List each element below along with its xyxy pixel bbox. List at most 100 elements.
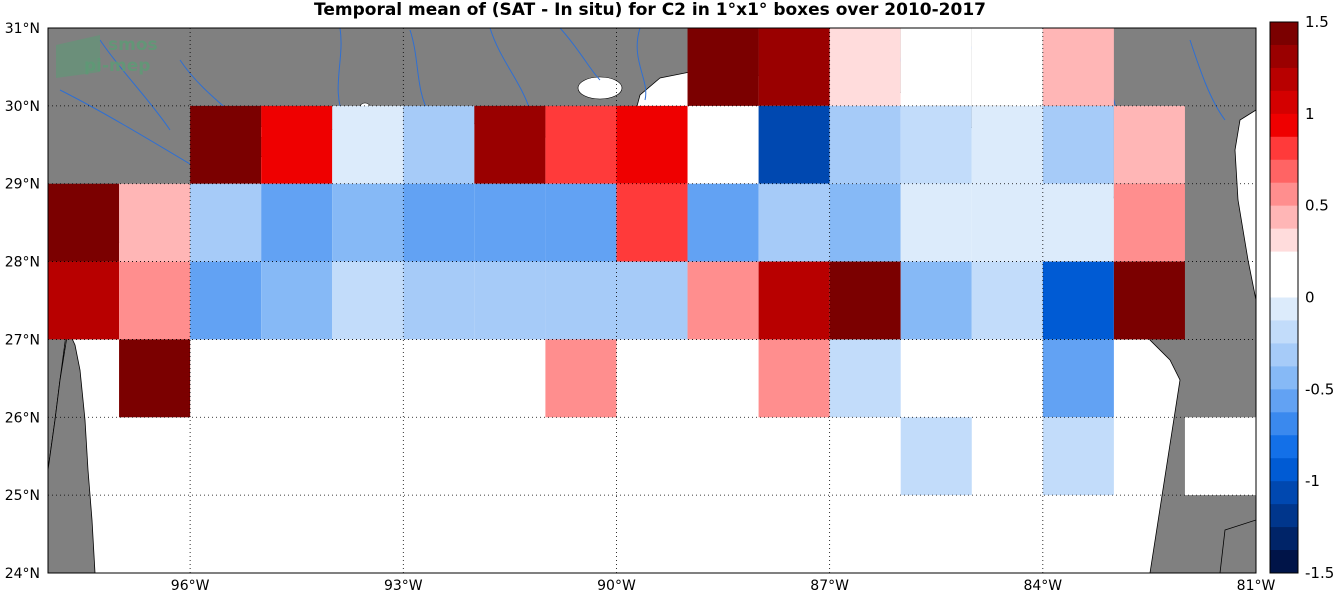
colorbar-segment <box>1270 136 1298 161</box>
colorbar-tick-label: -0.5 <box>1305 380 1334 398</box>
grid-cell <box>403 339 475 418</box>
colorbar <box>1270 22 1298 574</box>
graticule <box>48 28 1256 573</box>
grid-cell <box>332 105 404 184</box>
colorbar-segment <box>1270 182 1298 207</box>
grid-cell <box>971 261 1043 340</box>
lat-tick-label: 26°N <box>5 410 40 426</box>
colorbar-segment <box>1270 67 1298 92</box>
grid-cell <box>1113 105 1185 184</box>
colorbar-segment <box>1270 297 1298 321</box>
grid-cell <box>687 28 759 106</box>
grid-cell <box>332 261 404 340</box>
colorbar-segment <box>1270 412 1298 436</box>
grid-cell <box>971 183 1043 262</box>
lon-tick-label: 93°W <box>384 578 423 593</box>
grid-cell <box>545 183 617 262</box>
colorbar-segment <box>1270 274 1298 298</box>
grid-cell <box>332 183 404 262</box>
lon-tick-label: 96°W <box>171 578 210 593</box>
lon-tick-label: 90°W <box>597 578 636 593</box>
colorbar-segment <box>1270 527 1298 551</box>
grid-cell <box>1042 261 1114 340</box>
grid-cell <box>545 339 617 418</box>
colorbar-segment <box>1270 481 1298 505</box>
grid-cell <box>900 261 972 340</box>
lat-tick-label: 29°N <box>5 177 40 193</box>
colorbar-tick-label: 1.5 <box>1305 13 1329 31</box>
grid-cell <box>758 183 830 262</box>
grid-cell <box>1113 183 1185 262</box>
grid-cell <box>758 105 830 184</box>
grid-cell <box>829 339 901 418</box>
colorbar-segment <box>1270 458 1298 482</box>
grid-cell <box>758 261 830 340</box>
lat-tick-label: 28°N <box>5 255 40 271</box>
grid-cell <box>1042 105 1114 184</box>
grid-cell <box>48 183 120 262</box>
grid-cell <box>403 183 475 262</box>
latitude-tick-labels: 24°N 25°N 26°N 27°N 28°N 29°N 30°N 31°N <box>5 21 40 582</box>
grid-cell <box>261 105 333 184</box>
map-title: Temporal mean of (SAT - In situ) for C2 … <box>314 0 986 20</box>
grid-cell <box>48 261 120 340</box>
colorbar-segment <box>1270 205 1298 230</box>
colorbar-tick-label: -1 <box>1305 472 1320 490</box>
colorbar-tick-label: 0 <box>1305 289 1315 307</box>
grid-cell <box>119 261 191 340</box>
colorbar-segment <box>1270 343 1298 367</box>
colorbar-segment <box>1270 22 1298 46</box>
grid-cell <box>829 105 901 184</box>
grid-cell <box>1042 28 1114 106</box>
grid-cell <box>900 417 972 496</box>
grid-cell <box>687 183 759 262</box>
grid-cell <box>190 105 262 184</box>
grid-cell <box>687 261 759 340</box>
colorbar-frame <box>1269 21 1299 574</box>
grid-cell <box>1185 0 1256 28</box>
logo-line-2: pi-mep <box>84 56 150 76</box>
grid-cell <box>545 105 617 184</box>
grid-cell <box>1184 417 1256 496</box>
grid-cell <box>474 183 546 262</box>
lon-tick-label: 81°W <box>1237 578 1276 593</box>
grid-cell <box>758 339 830 418</box>
colorbar-segment <box>1270 113 1298 138</box>
lon-tick-label: 84°W <box>1023 578 1062 593</box>
colorbar-segment <box>1270 366 1298 390</box>
colorbar-segment <box>1270 550 1298 574</box>
grid-cell <box>403 261 475 340</box>
grid-cell <box>190 183 262 262</box>
grid-cell <box>474 261 546 340</box>
grid-cell <box>190 261 262 340</box>
colorbar-segment <box>1270 90 1298 115</box>
longitude-tick-labels: 96°W 93°W 90°W 87°W 84°W 81°W <box>171 578 1276 593</box>
lat-tick-label: 24°N <box>5 566 40 582</box>
grid-cell <box>1042 183 1114 262</box>
colorbar-tick-label: 1 <box>1305 105 1315 123</box>
grid-cell <box>1042 339 1114 418</box>
colorbar-segment <box>1270 44 1298 69</box>
grid-cell <box>616 105 688 184</box>
grid-cell <box>971 28 1043 106</box>
colorbar-segment <box>1270 251 1298 276</box>
lat-tick-label: 27°N <box>5 332 40 348</box>
grid-cell <box>616 183 688 262</box>
grid-cell <box>261 183 333 262</box>
lat-tick-label: 30°N <box>5 99 40 115</box>
colorbar-tick-label: -1.5 <box>1305 564 1334 582</box>
grid-cell <box>971 105 1043 184</box>
land-cuba <box>1219 519 1256 573</box>
colorbar-segment <box>1270 159 1298 184</box>
colorbar-segment <box>1270 504 1298 528</box>
colorbar-segment <box>1270 435 1298 459</box>
grid-cell <box>829 261 901 340</box>
grid-cell <box>829 28 901 106</box>
grid-cell <box>403 105 475 184</box>
smos-pimep-logo: smos pi-mep <box>56 35 158 78</box>
grid-cell <box>900 183 972 262</box>
grid-cell <box>1042 417 1114 496</box>
lon-tick-label: 87°W <box>810 578 849 593</box>
grid-cell <box>545 261 617 340</box>
